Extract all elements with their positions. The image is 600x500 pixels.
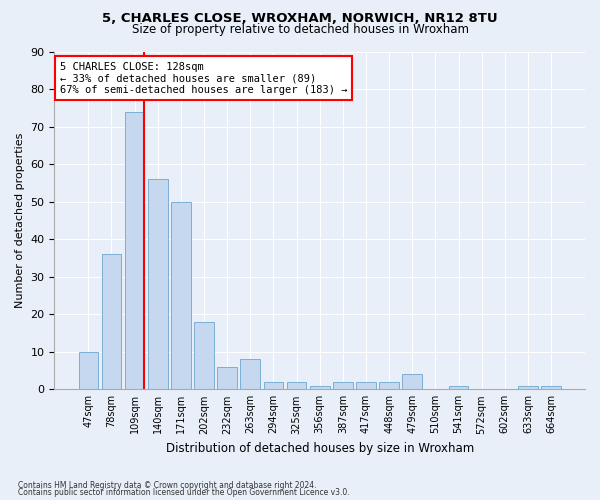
- Text: Contains HM Land Registry data © Crown copyright and database right 2024.: Contains HM Land Registry data © Crown c…: [18, 480, 317, 490]
- Bar: [125, 112, 145, 390]
- Bar: [194, 322, 214, 390]
- Bar: [287, 382, 307, 390]
- Bar: [379, 382, 399, 390]
- Bar: [101, 254, 121, 390]
- Y-axis label: Number of detached properties: Number of detached properties: [15, 132, 25, 308]
- Bar: [449, 386, 469, 390]
- Text: 5, CHARLES CLOSE, WROXHAM, NORWICH, NR12 8TU: 5, CHARLES CLOSE, WROXHAM, NORWICH, NR12…: [102, 12, 498, 26]
- Bar: [403, 374, 422, 390]
- Bar: [171, 202, 191, 390]
- X-axis label: Distribution of detached houses by size in Wroxham: Distribution of detached houses by size …: [166, 442, 474, 455]
- Bar: [541, 386, 561, 390]
- Bar: [79, 352, 98, 390]
- Bar: [333, 382, 353, 390]
- Text: Size of property relative to detached houses in Wroxham: Size of property relative to detached ho…: [131, 22, 469, 36]
- Bar: [310, 386, 329, 390]
- Bar: [148, 179, 167, 390]
- Bar: [518, 386, 538, 390]
- Bar: [217, 367, 237, 390]
- Bar: [356, 382, 376, 390]
- Text: Contains public sector information licensed under the Open Government Licence v3: Contains public sector information licen…: [18, 488, 350, 497]
- Text: 5 CHARLES CLOSE: 128sqm
← 33% of detached houses are smaller (89)
67% of semi-de: 5 CHARLES CLOSE: 128sqm ← 33% of detache…: [60, 62, 347, 95]
- Bar: [263, 382, 283, 390]
- Bar: [241, 360, 260, 390]
